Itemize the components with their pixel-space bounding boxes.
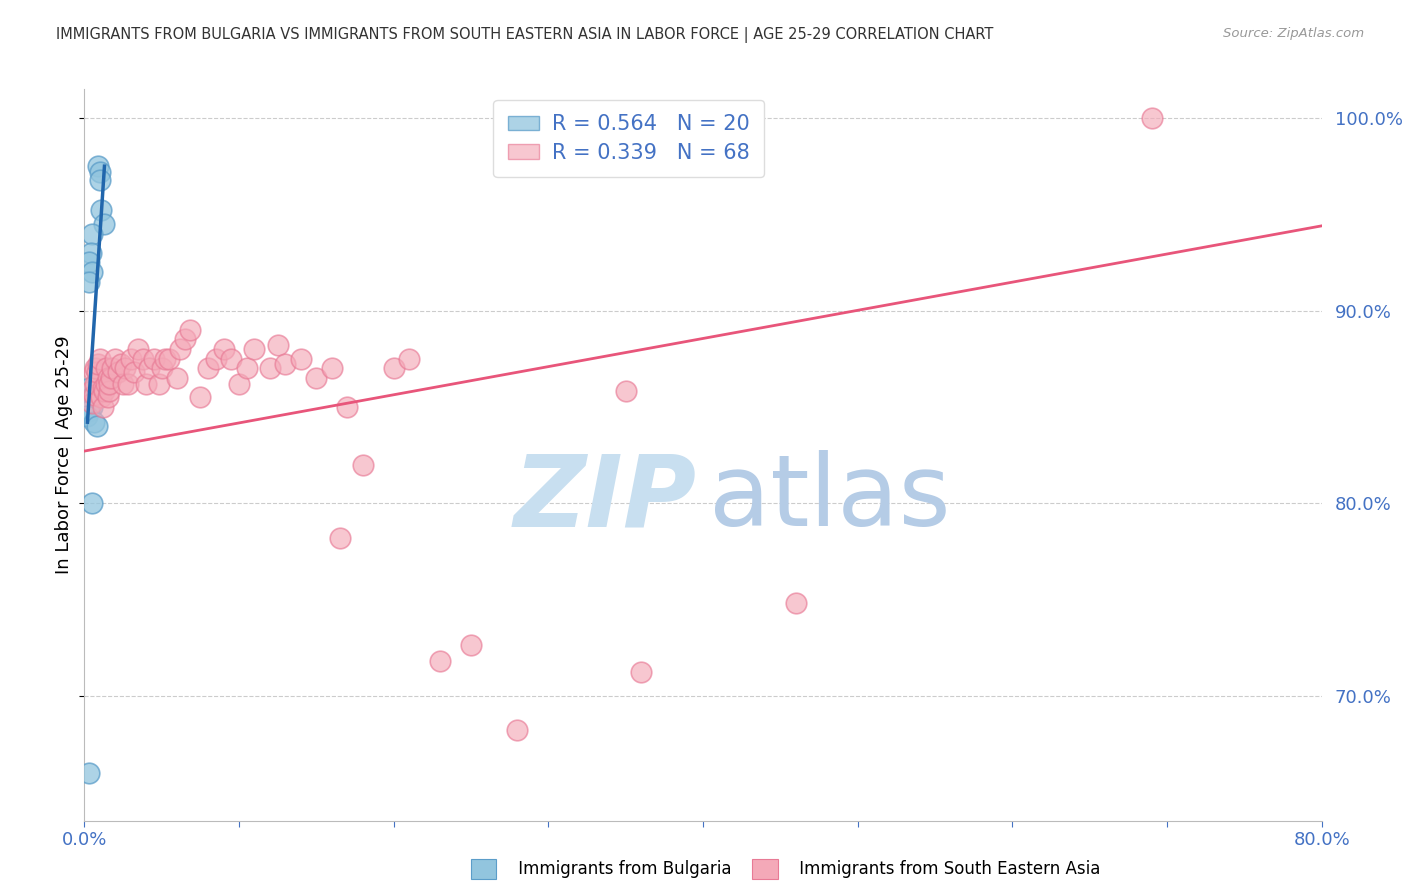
Point bbox=[460, 639, 482, 653]
Point bbox=[82, 227, 104, 241]
Point bbox=[243, 342, 266, 356]
Point bbox=[290, 351, 312, 366]
Point bbox=[135, 376, 157, 391]
Point bbox=[120, 351, 142, 366]
Point bbox=[101, 361, 124, 376]
Point bbox=[79, 245, 101, 260]
Point bbox=[114, 361, 136, 376]
Point bbox=[236, 361, 259, 376]
Point bbox=[91, 400, 114, 414]
Point bbox=[197, 361, 219, 376]
Point bbox=[84, 376, 107, 391]
Point bbox=[274, 358, 297, 372]
Text: IMMIGRANTS FROM BULGARIA VS IMMIGRANTS FROM SOUTH EASTERN ASIA IN LABOR FORCE | : IMMIGRANTS FROM BULGARIA VS IMMIGRANTS F… bbox=[56, 27, 994, 43]
Point bbox=[77, 765, 100, 780]
Point bbox=[329, 531, 352, 545]
Point bbox=[174, 333, 197, 347]
Point bbox=[82, 496, 104, 510]
Point bbox=[77, 255, 100, 269]
Point bbox=[352, 458, 374, 472]
Point bbox=[188, 390, 212, 404]
Point bbox=[166, 371, 188, 385]
Point bbox=[90, 390, 112, 404]
Point bbox=[143, 351, 166, 366]
Point bbox=[77, 403, 100, 417]
Point bbox=[83, 365, 105, 379]
Point bbox=[86, 419, 108, 434]
Point bbox=[382, 361, 405, 376]
Point bbox=[107, 365, 129, 379]
Point bbox=[321, 361, 343, 376]
Point bbox=[79, 390, 101, 404]
Point bbox=[79, 384, 101, 399]
Point bbox=[93, 384, 115, 399]
Point bbox=[93, 217, 115, 231]
Point bbox=[212, 342, 235, 356]
Y-axis label: In Labor Force | Age 25-29: In Labor Force | Age 25-29 bbox=[55, 335, 73, 574]
Point bbox=[614, 384, 637, 399]
Point bbox=[83, 388, 105, 402]
Point bbox=[86, 365, 108, 379]
Point bbox=[429, 654, 451, 668]
Point bbox=[91, 380, 114, 394]
Text: Source: ZipAtlas.com: Source: ZipAtlas.com bbox=[1223, 27, 1364, 40]
Point bbox=[117, 376, 139, 391]
Point bbox=[267, 338, 290, 352]
Point bbox=[785, 596, 807, 610]
Point bbox=[89, 351, 111, 366]
Point bbox=[132, 351, 155, 366]
Point bbox=[98, 384, 121, 399]
Point bbox=[398, 351, 420, 366]
Point bbox=[77, 275, 100, 289]
Point bbox=[77, 380, 100, 394]
Point bbox=[76, 409, 98, 424]
Point bbox=[1140, 111, 1163, 125]
Point bbox=[87, 358, 110, 372]
Point bbox=[89, 165, 111, 179]
Point bbox=[221, 351, 243, 366]
Point bbox=[153, 351, 176, 366]
Text: Immigrants from Bulgaria: Immigrants from Bulgaria bbox=[492, 860, 731, 878]
Point bbox=[122, 365, 145, 379]
Point bbox=[83, 415, 105, 429]
Point bbox=[259, 361, 281, 376]
Point bbox=[87, 159, 110, 173]
Point bbox=[138, 361, 160, 376]
Point bbox=[112, 376, 135, 391]
Point bbox=[90, 203, 112, 218]
Point bbox=[82, 400, 104, 414]
Legend: R = 0.564   N = 20, R = 0.339   N = 68: R = 0.564 N = 20, R = 0.339 N = 68 bbox=[494, 100, 763, 178]
Point bbox=[84, 361, 107, 376]
Point bbox=[110, 358, 132, 372]
Text: ZIP: ZIP bbox=[513, 450, 697, 548]
Point bbox=[98, 376, 121, 391]
Point bbox=[305, 371, 328, 385]
Point bbox=[94, 376, 117, 391]
Point bbox=[506, 723, 529, 738]
Point bbox=[179, 323, 201, 337]
Text: atlas: atlas bbox=[709, 450, 950, 548]
Point bbox=[104, 351, 127, 366]
Point bbox=[205, 351, 228, 366]
Point bbox=[228, 376, 250, 391]
Point bbox=[169, 342, 191, 356]
Point bbox=[159, 351, 181, 366]
Point bbox=[150, 361, 173, 376]
Point bbox=[94, 361, 117, 376]
Point bbox=[128, 342, 150, 356]
Point bbox=[97, 390, 120, 404]
Point bbox=[89, 172, 111, 186]
Point bbox=[82, 265, 104, 279]
Point bbox=[97, 371, 120, 385]
Text: Immigrants from South Eastern Asia: Immigrants from South Eastern Asia bbox=[773, 860, 1101, 878]
Point bbox=[82, 396, 104, 410]
Point bbox=[630, 665, 652, 680]
Point bbox=[336, 400, 359, 414]
Point bbox=[148, 376, 170, 391]
Point bbox=[100, 371, 122, 385]
